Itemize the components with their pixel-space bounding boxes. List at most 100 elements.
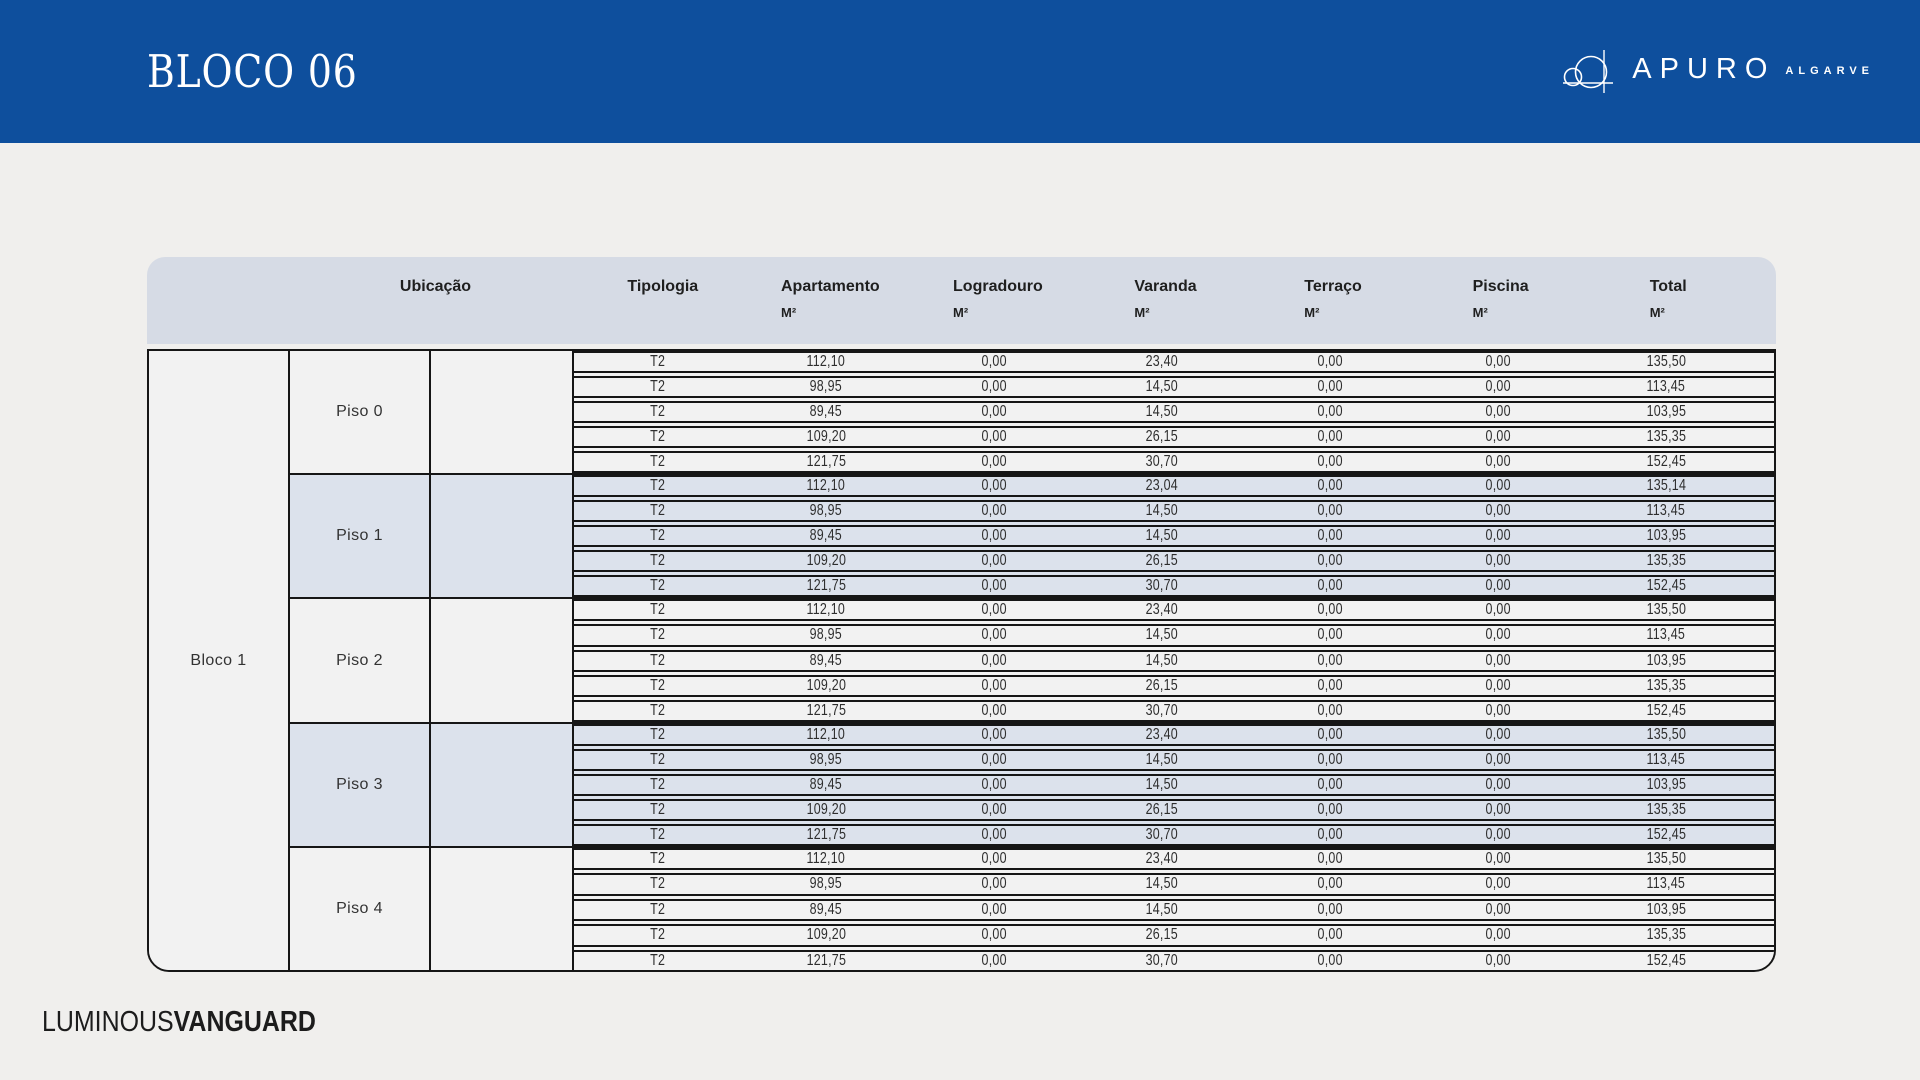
table-cell: 0,00 — [910, 527, 1078, 545]
cell-value: 30,70 — [1145, 577, 1179, 595]
column-header-piscina: Piscina M² — [1417, 278, 1585, 320]
cell-value: 23,40 — [1145, 601, 1179, 619]
cell-value: 0,00 — [1317, 651, 1343, 669]
cell-value: 0,00 — [1317, 875, 1343, 893]
table-cell: T2 — [574, 428, 742, 446]
table-cell: 30,70 — [1078, 826, 1246, 844]
cell-value: T2 — [650, 502, 666, 520]
table-cell: 0,00 — [1414, 626, 1582, 644]
table-row: T2 109,20 0,00 26,15 0,00 0,00 135,35 — [574, 798, 1774, 821]
table-cell: 0,00 — [910, 901, 1078, 919]
cell-value: 112,10 — [806, 601, 846, 619]
cell-value: 89,45 — [809, 651, 843, 669]
table-cell: 0,00 — [910, 378, 1078, 396]
cell-value: T2 — [650, 577, 666, 595]
table-cell: 0,00 — [1414, 502, 1582, 520]
cell-value: 135,50 — [1646, 725, 1686, 743]
table-cell: 0,00 — [910, 926, 1078, 944]
cell-value: T2 — [650, 951, 666, 969]
table-cell: 109,20 — [742, 677, 910, 695]
cell-value: 14,50 — [1145, 626, 1179, 644]
floor-group-piso-2: Piso 2 T2 112,10 0,00 23,40 0,00 0,00 135,50 T2 9… — [290, 599, 1774, 724]
table-cell: T2 — [574, 926, 742, 944]
cell-value: 0,00 — [1485, 900, 1511, 918]
cell-value: 109,20 — [806, 676, 846, 694]
cell-value: 152,45 — [1646, 951, 1686, 969]
cell-value: 98,95 — [809, 502, 843, 520]
cell-value: 89,45 — [809, 900, 843, 918]
table-cell: 89,45 — [742, 776, 910, 794]
table-cell: 0,00 — [1414, 577, 1582, 595]
floor-groups: Piso 0 T2 112,10 0,00 23,40 0,00 0,00 135,50 T2 9… — [290, 351, 1774, 970]
column-header-text: Piscina M² — [1473, 278, 1529, 320]
cell-value: 0,00 — [1317, 453, 1343, 471]
table-cell: 121,75 — [742, 453, 910, 471]
cell-value: 121,75 — [806, 453, 846, 471]
brand-region: ALGARVE — [1785, 65, 1874, 77]
table-row: T2 98,95 0,00 14,50 0,00 0,00 113,45 — [574, 624, 1774, 647]
brand-logo: APURO ALGARVE — [1562, 46, 1874, 94]
cell-value: 135,35 — [1646, 552, 1686, 570]
cell-value: 113,45 — [1646, 502, 1686, 520]
cell-value: 14,50 — [1145, 651, 1179, 669]
cell-value: 109,20 — [806, 800, 846, 818]
cell-value: 135,35 — [1646, 926, 1686, 944]
table-cell: 121,75 — [742, 952, 910, 970]
cell-value: 0,00 — [981, 701, 1007, 719]
cell-value: 0,00 — [1485, 775, 1511, 793]
column-unit: M² — [1134, 305, 1150, 320]
table-cell: 0,00 — [910, 726, 1078, 744]
table-row: T2 89,45 0,00 14,50 0,00 0,00 103,95 — [574, 649, 1774, 672]
cell-value: 0,00 — [981, 850, 1007, 868]
cell-value: 0,00 — [1485, 453, 1511, 471]
table-cell: 113,45 — [1582, 875, 1750, 893]
table-cell: 0,00 — [1246, 601, 1414, 619]
cell-value: 98,95 — [809, 750, 843, 768]
cell-value: 30,70 — [1145, 701, 1179, 719]
cell-value: T2 — [650, 453, 666, 471]
table-cell: 135,50 — [1582, 850, 1750, 868]
cell-value: T2 — [650, 651, 666, 669]
table-cell: 109,20 — [742, 428, 910, 446]
floor-rows: T2 112,10 0,00 23,40 0,00 0,00 135,50 T2 98,95 0,… — [574, 847, 1774, 970]
table-cell: T2 — [574, 577, 742, 595]
table-cell: 103,95 — [1582, 527, 1750, 545]
column-header-text: Apartamento M² — [781, 278, 880, 320]
table-cell: T2 — [574, 677, 742, 695]
cell-value: 0,00 — [981, 403, 1007, 421]
unit-cell — [431, 351, 574, 474]
floor-group-piso-0: Piso 0 T2 112,10 0,00 23,40 0,00 0,00 135,50 T2 9… — [290, 351, 1774, 476]
table-cell: T2 — [574, 801, 742, 819]
cell-value: 0,00 — [1317, 577, 1343, 595]
cell-value: 135,14 — [1646, 477, 1686, 495]
column-unit: M² — [1304, 305, 1320, 320]
column-unit: M² — [1649, 305, 1665, 320]
table-cell: 0,00 — [1414, 453, 1582, 471]
table-cell: 0,00 — [1414, 726, 1582, 744]
table-cell: 26,15 — [1078, 677, 1246, 695]
cell-value: 0,00 — [981, 900, 1007, 918]
table-cell: T2 — [574, 453, 742, 471]
cell-value: 113,45 — [1646, 378, 1686, 396]
cell-value: 14,50 — [1145, 502, 1179, 520]
cell-value: 113,45 — [1646, 626, 1686, 644]
column-header-text: Logradouro M² — [953, 278, 1043, 320]
table-cell: 121,75 — [742, 577, 910, 595]
table-cell: T2 — [574, 527, 742, 545]
table-cell: 0,00 — [1414, 875, 1582, 893]
cell-value: 98,95 — [809, 378, 843, 396]
cell-value: 89,45 — [809, 403, 843, 421]
cell-value: 0,00 — [1485, 926, 1511, 944]
column-header-total: Total M² — [1584, 278, 1752, 320]
table-row: T2 121,75 0,00 30,70 0,00 0,00 152,45 — [574, 949, 1774, 970]
cell-value: 152,45 — [1646, 825, 1686, 843]
cell-value: 109,20 — [806, 552, 846, 570]
cell-value: T2 — [650, 850, 666, 868]
cell-value: 0,00 — [1485, 353, 1511, 371]
cell-value: 0,00 — [1485, 850, 1511, 868]
table-cell: 0,00 — [1414, 353, 1582, 371]
table-cell: 23,40 — [1078, 601, 1246, 619]
cell-value: 0,00 — [1317, 353, 1343, 371]
cell-value: 23,40 — [1145, 850, 1179, 868]
cell-value: T2 — [650, 626, 666, 644]
